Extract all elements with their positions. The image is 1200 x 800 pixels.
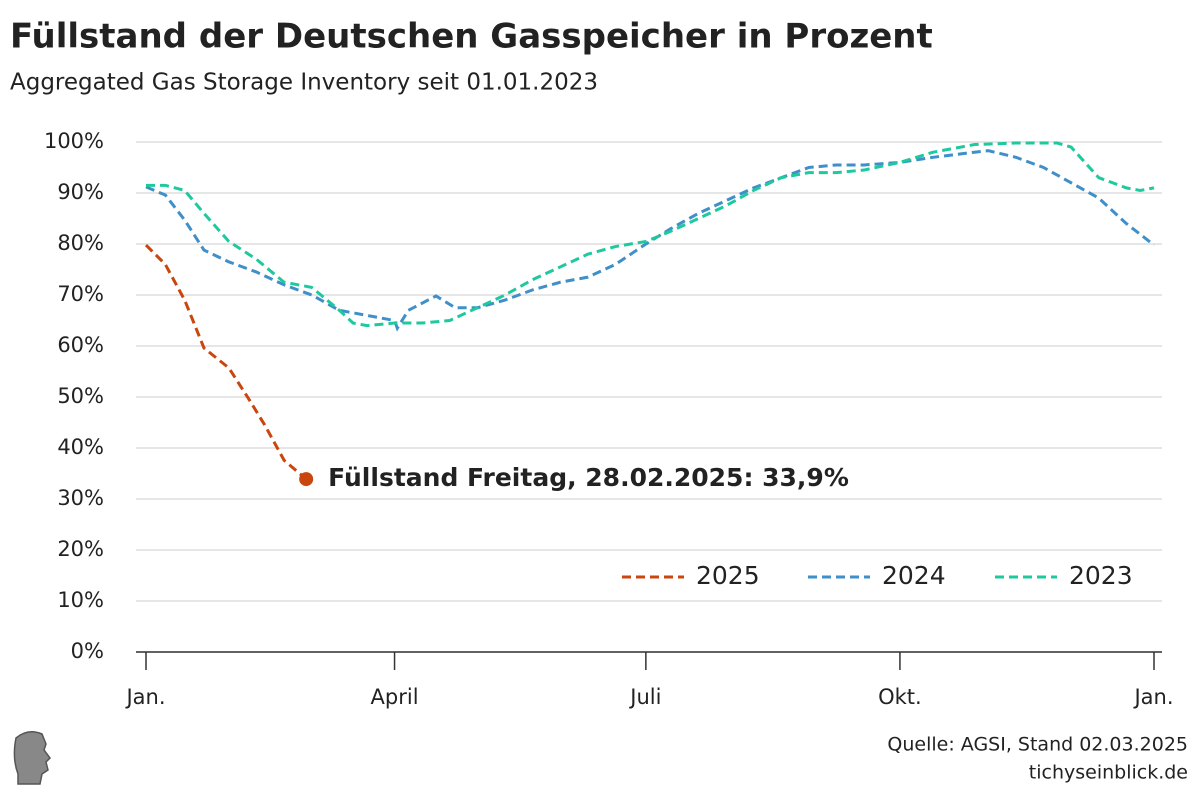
y-tick-label: 0% bbox=[71, 639, 104, 663]
chart-subtitle: Aggregated Gas Storage Inventory seit 01… bbox=[10, 70, 598, 96]
website: tichyseinblick.de bbox=[1029, 762, 1188, 784]
y-tick-label: 40% bbox=[57, 435, 104, 459]
logo bbox=[13, 731, 51, 785]
x-tick-label: Okt. bbox=[878, 685, 922, 709]
line-series bbox=[144, 243, 308, 481]
y-tick-label: 80% bbox=[57, 231, 104, 255]
line-series bbox=[146, 141, 1155, 328]
y-tick-label: 50% bbox=[57, 384, 104, 408]
legend-label: 2024 bbox=[882, 561, 946, 590]
x-tick-label: April bbox=[371, 685, 419, 709]
y-tick-label: 60% bbox=[57, 333, 104, 357]
source: Quelle: AGSI, Stand 02.03.2025 bbox=[887, 734, 1188, 756]
line-series bbox=[145, 149, 1155, 332]
annotation-dot bbox=[299, 472, 314, 487]
y-tick-label: 70% bbox=[57, 282, 104, 306]
annotation: Füllstand Freitag, 28.02.2025: 33,9% bbox=[328, 463, 849, 492]
chart-title: Füllstand der Deutschen Gasspeicher in P… bbox=[10, 17, 933, 57]
legend-label: 2025 bbox=[696, 561, 760, 590]
y-tick-label: 100% bbox=[44, 129, 104, 153]
y-tick-label: 10% bbox=[57, 588, 104, 612]
x-tick-label: Juli bbox=[628, 685, 661, 709]
y-tick-label: 30% bbox=[57, 486, 104, 510]
x-tick-label: Jan. bbox=[1132, 685, 1173, 709]
y-tick-label: 90% bbox=[57, 180, 104, 204]
y-tick-label: 20% bbox=[57, 537, 104, 561]
x-tick-label: Jan. bbox=[124, 685, 165, 709]
legend-label: 2023 bbox=[1069, 561, 1133, 590]
